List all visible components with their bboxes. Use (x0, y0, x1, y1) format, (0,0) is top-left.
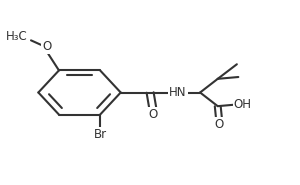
Text: O: O (214, 118, 224, 131)
Text: O: O (43, 40, 52, 53)
Text: Br: Br (94, 128, 107, 141)
Text: HN: HN (169, 86, 187, 99)
Text: H₃C: H₃C (6, 30, 28, 43)
Text: OH: OH (234, 98, 252, 111)
Text: O: O (148, 108, 158, 121)
